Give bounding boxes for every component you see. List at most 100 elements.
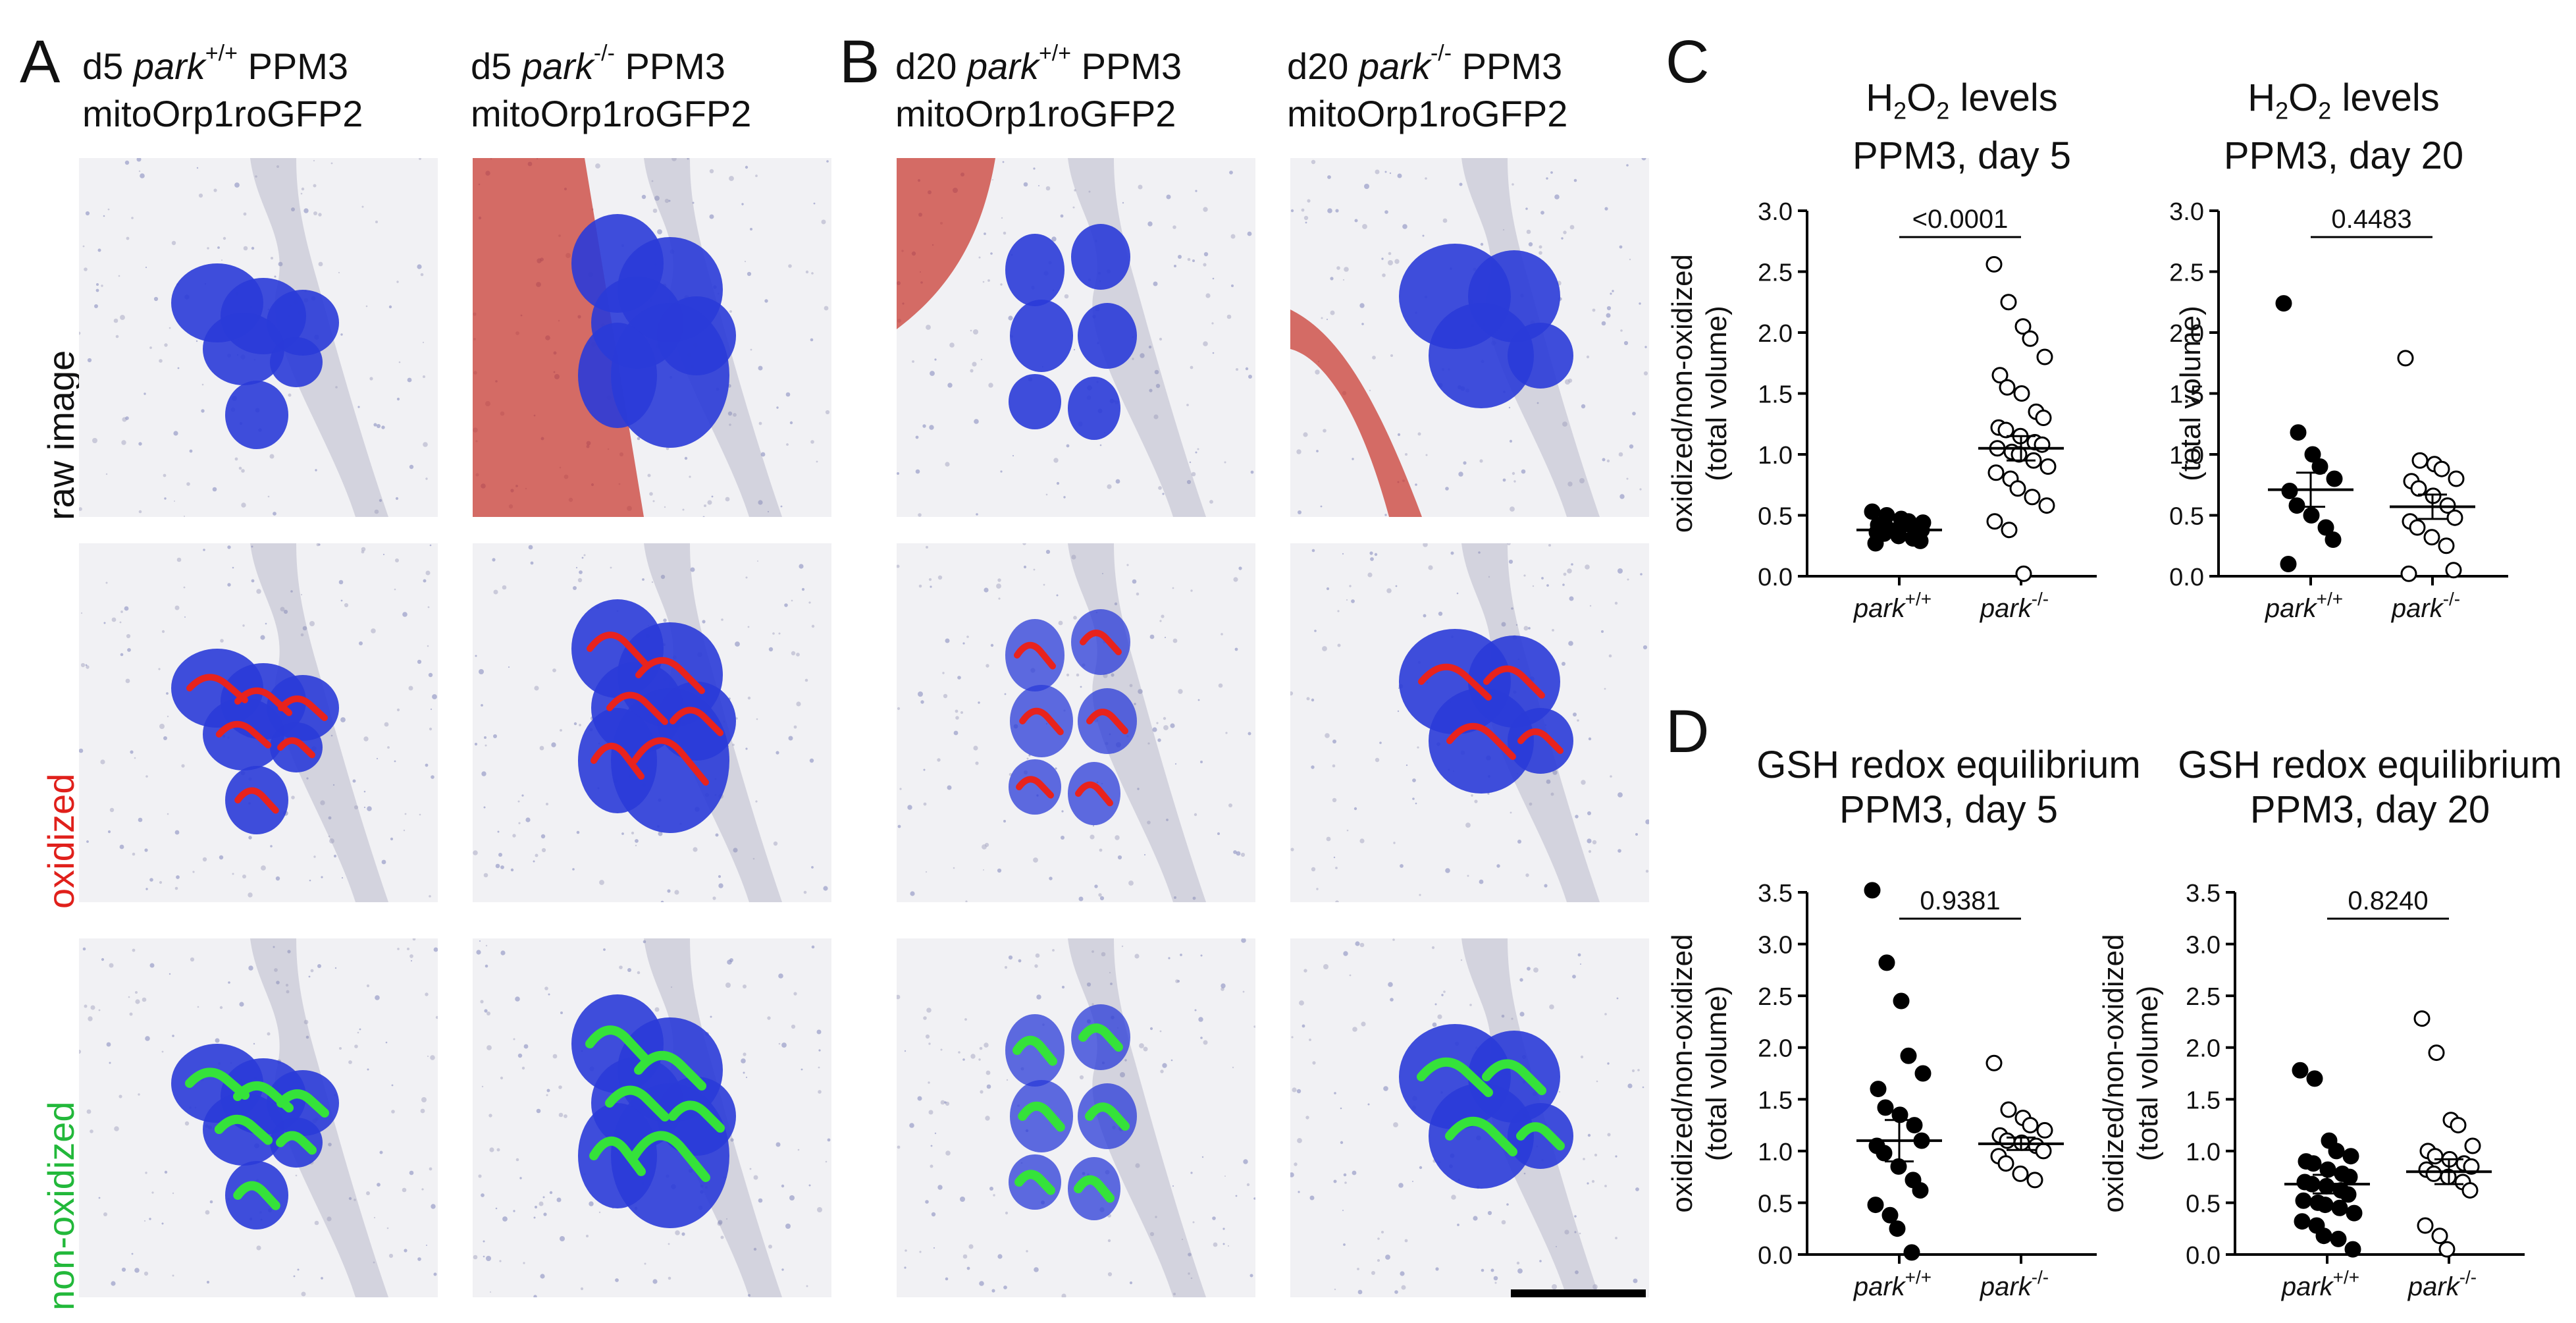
x-tick-label: park+/+: [1853, 589, 1932, 623]
x-tick-label: park+/+: [2265, 589, 2343, 623]
data-point: [1864, 882, 1881, 899]
data-point: [1900, 1047, 1917, 1064]
data-point: [2014, 318, 2032, 335]
y-tick-label: 0.0: [2169, 564, 2204, 591]
data-point: [2013, 385, 2030, 402]
y-tick-label: 3.0: [2186, 932, 2221, 959]
micrograph-tile: [473, 543, 831, 902]
y-axis-label-units: (total volume): [2174, 306, 2207, 481]
y-tick-label: 1.0: [2169, 442, 2204, 470]
data-point: [2325, 531, 2342, 548]
y-tick-label: 3.5: [2186, 880, 2221, 907]
y-tick-label: 0.5: [2186, 1190, 2221, 1218]
y-axis-label-units: (total volume): [1700, 986, 1733, 1162]
p-value-label: <0.0001: [1912, 205, 2009, 234]
y-tick-label: 2.5: [1758, 259, 1793, 287]
data-point: [2294, 1213, 2311, 1230]
data-point: [2464, 1137, 2481, 1154]
y-tick-label: 1.5: [1758, 1087, 1793, 1114]
data-point: [1867, 1197, 1884, 1214]
y-tick-label: 2.0: [2186, 1035, 2221, 1063]
data-point: [1903, 1244, 1920, 1261]
column-title-d5-mut: d5 park-/- PPM3 mitoOrp1roGFP2: [471, 41, 752, 134]
column-title-d20-wt: d20 park+/+ PPM3 mitoOrp1roGFP2: [895, 41, 1182, 134]
micrograph-tile: [79, 543, 438, 902]
micrograph-tile: [1290, 158, 1649, 517]
data-point: [1870, 1081, 1887, 1098]
x-tick-label: park-/-: [1980, 1267, 2049, 1301]
data-point: [1997, 1155, 2014, 1172]
data-point: [2275, 295, 2292, 312]
data-point: [2413, 1010, 2431, 1027]
column-title-d20-mut: d20 park-/- PPM3 mitoOrp1roGFP2: [1287, 41, 1568, 134]
y-tick-label: 0.0: [1758, 564, 1793, 591]
y-tick-label: 0.5: [1758, 503, 1793, 531]
y-tick-label: 2.0: [2169, 320, 2204, 348]
y-tick-label: 3.0: [2169, 198, 2204, 226]
data-point: [2306, 1070, 2323, 1087]
y-tick-label: 1.5: [1758, 381, 1793, 409]
data-point: [2448, 470, 2465, 487]
data-point: [2315, 1228, 2332, 1245]
data-point: [1999, 379, 2016, 396]
data-point: [2034, 436, 2051, 453]
data-point: [2311, 458, 2328, 475]
data-point: [1985, 256, 2003, 273]
y-tick-label: 1.0: [2186, 1139, 2221, 1166]
data-point: [2342, 1148, 2359, 1165]
data-point: [2428, 1044, 2445, 1062]
data-point: [1985, 1054, 2003, 1071]
y-tick-label: 2.0: [1758, 320, 1793, 348]
data-point: [1889, 1220, 1906, 1237]
micrograph-tile: [79, 938, 438, 1297]
data-point: [2409, 519, 2426, 536]
data-point: [1881, 1206, 1899, 1224]
data-point: [2400, 565, 2417, 582]
data-point: [2445, 562, 2462, 579]
data-point: [1999, 1132, 2016, 1149]
data-point: [2022, 330, 2039, 347]
y-axis-label: oxidized/non-oxidized: [1666, 934, 1698, 1212]
data-point: [2425, 1165, 2442, 1182]
data-point: [2038, 497, 2055, 514]
data-point: [2039, 458, 2057, 475]
scale-bar: [1511, 1289, 1646, 1297]
y-tick-label: 0.5: [1758, 1190, 1793, 1218]
data-point: [1914, 1065, 1932, 1082]
panel-letter-b: B: [839, 28, 880, 95]
y-tick-label: 0.0: [2186, 1242, 2221, 1270]
data-point: [2417, 1217, 2434, 1234]
micrograph-tile: [897, 543, 1255, 902]
data-point: [2341, 1168, 2358, 1185]
p-value-label: 0.8240: [2348, 886, 2428, 915]
data-point: [2410, 480, 2427, 497]
x-tick-label: park-/-: [2391, 589, 2460, 623]
y-tick-label: 0.0: [1758, 1242, 1793, 1270]
data-point: [2022, 1117, 2039, 1134]
y-tick-label: 3.0: [1758, 932, 1793, 959]
micrograph-tile: [473, 938, 831, 1297]
data-point: [2344, 1241, 2361, 1258]
data-point: [2317, 1197, 2334, 1214]
data-point: [1867, 535, 1884, 552]
y-tick-label: 2.5: [2169, 259, 2204, 287]
micrograph-tile: [1290, 938, 1649, 1297]
data-point: [2438, 537, 2455, 554]
data-point: [1877, 1099, 1894, 1116]
data-point: [2346, 1204, 2363, 1222]
column-title-d5-wt: d5 park+/+ PPM3 mitoOrp1roGFP2: [82, 41, 363, 134]
data-point: [2036, 348, 2053, 365]
micrograph-tile: [1290, 543, 1649, 902]
data-point: [2305, 1155, 2322, 1172]
y-axis-label: oxidized/non-oxidized: [2097, 934, 2130, 1212]
data-point: [2438, 1241, 2456, 1258]
data-point: [2397, 350, 2414, 367]
x-tick-label: park+/+: [2281, 1267, 2359, 1301]
data-point: [2035, 1143, 2052, 1160]
y-tick-label: 1.0: [1758, 1139, 1793, 1166]
data-point: [2012, 1165, 2029, 1182]
data-point: [2290, 424, 2307, 441]
data-point: [1987, 464, 2005, 481]
data-point: [1878, 954, 1895, 971]
